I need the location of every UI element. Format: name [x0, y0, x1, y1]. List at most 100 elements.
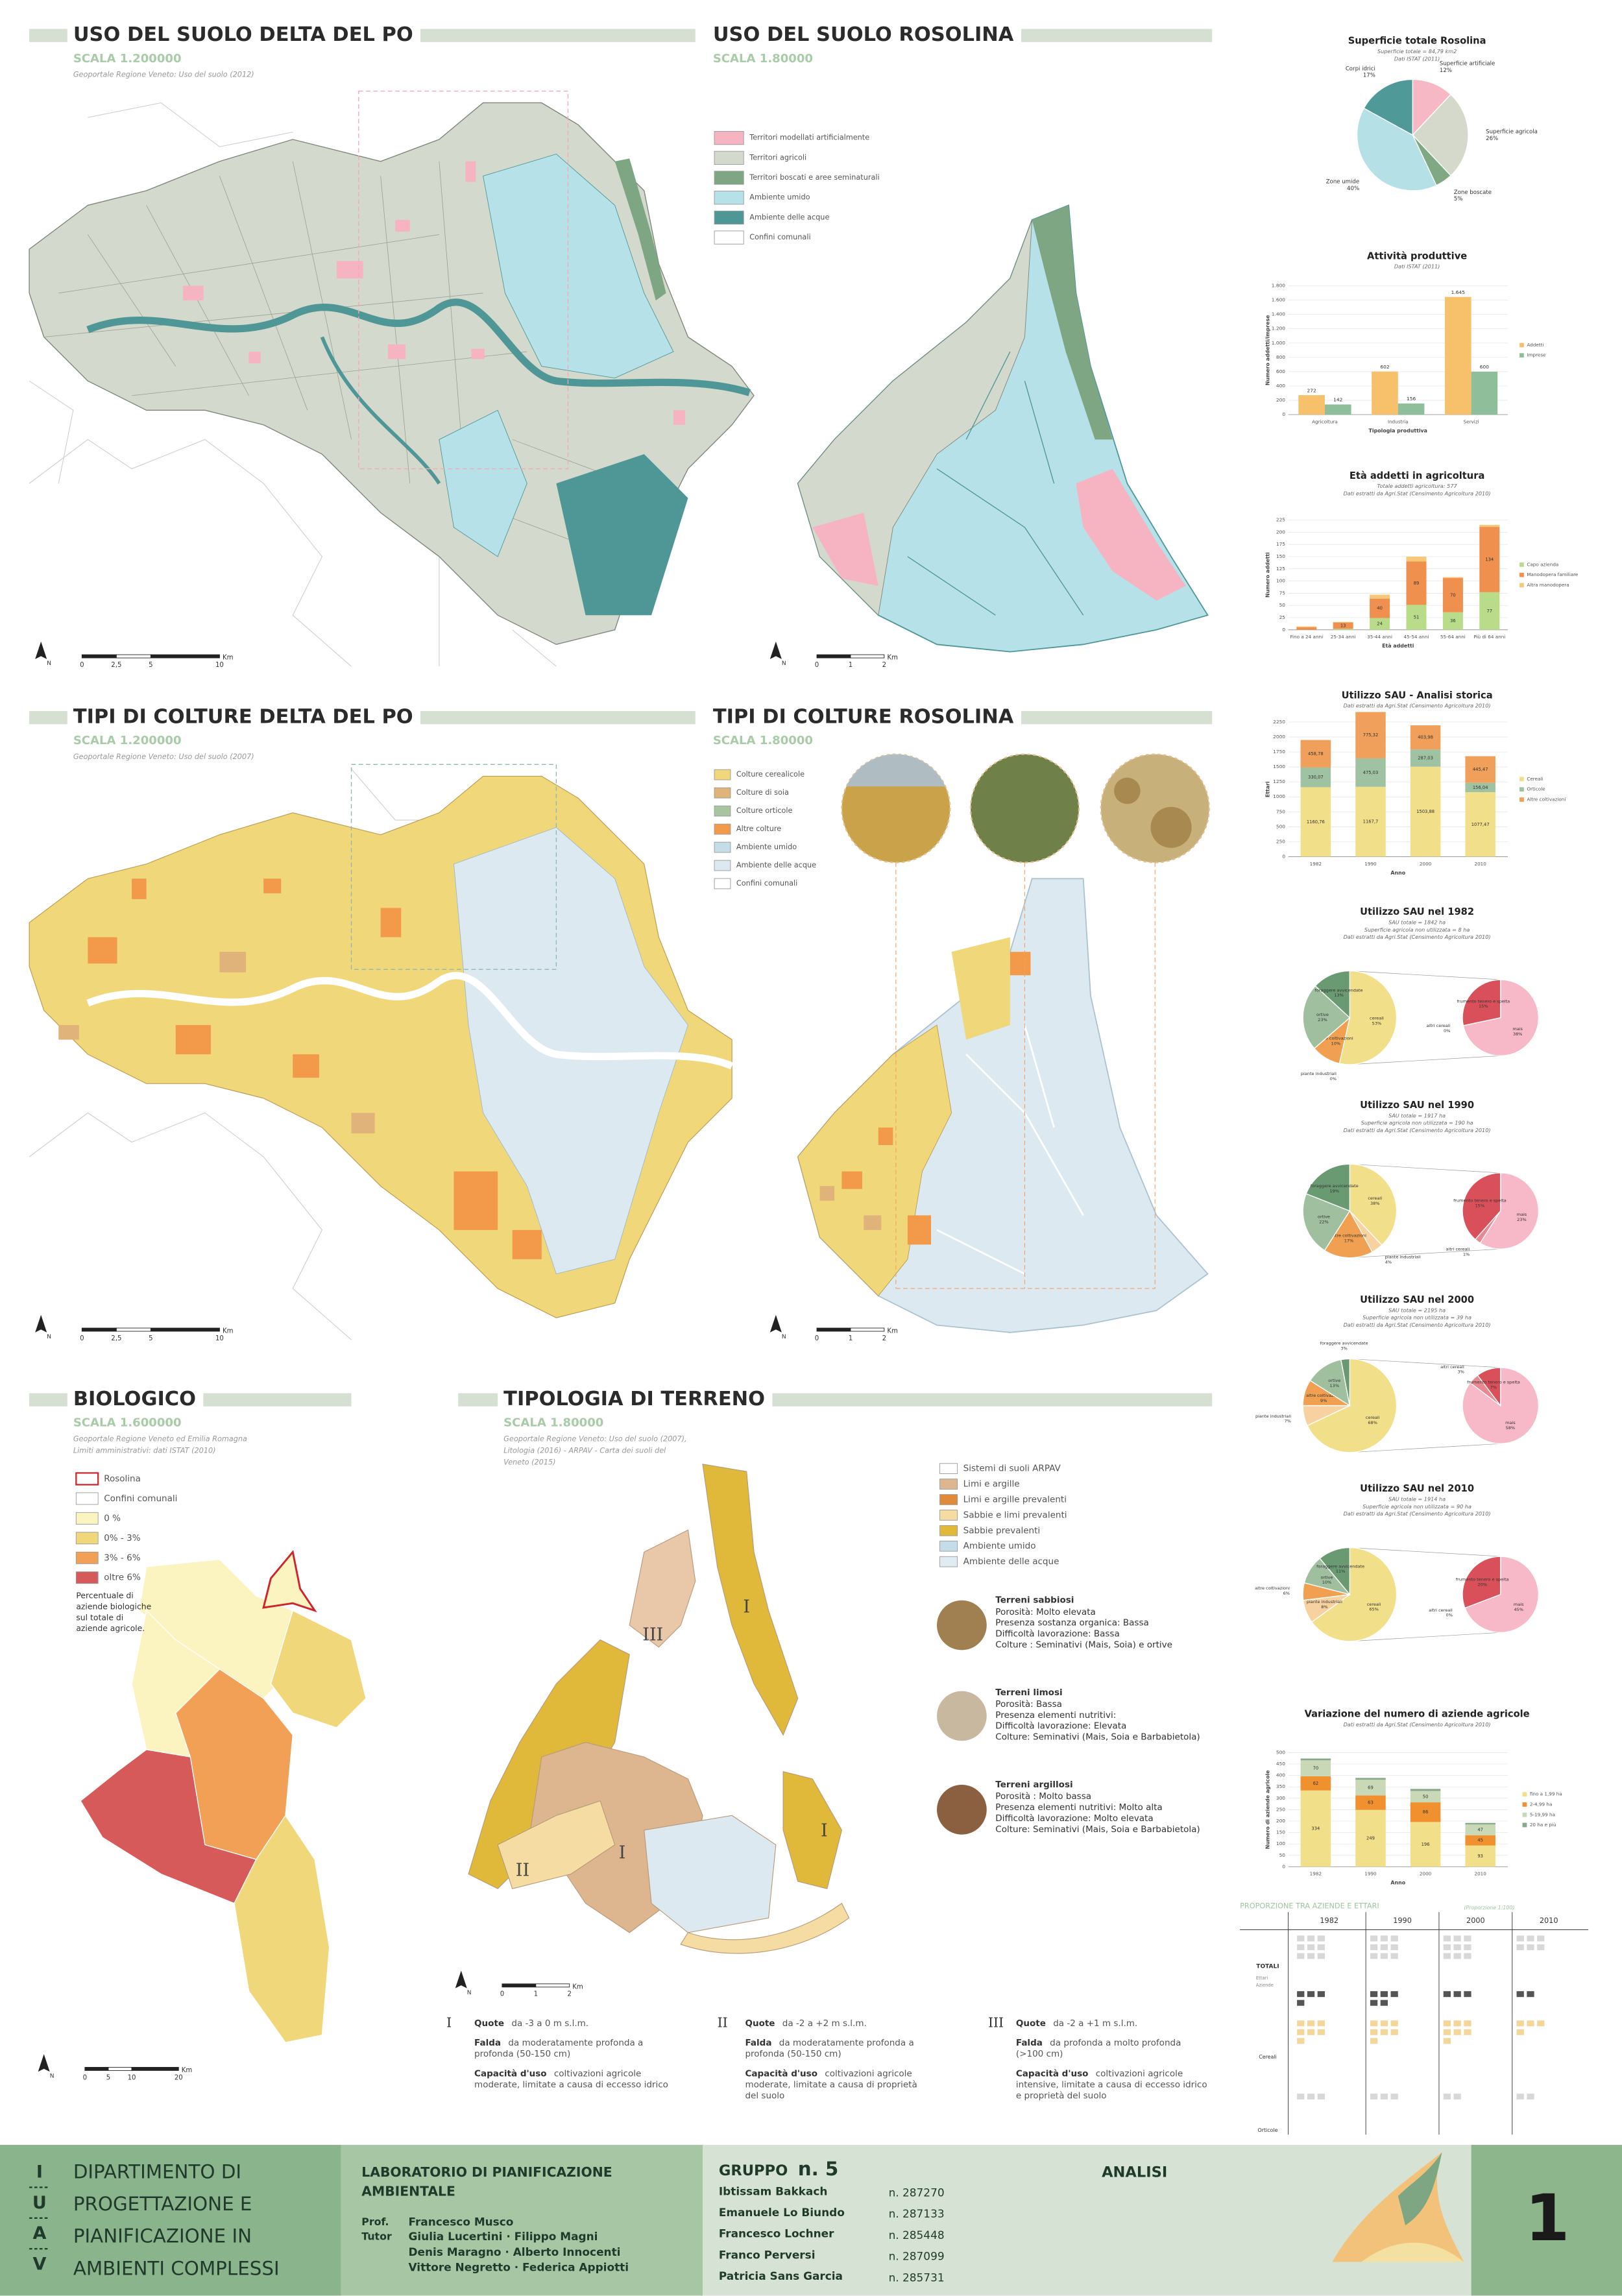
- legend-swatch: [939, 1540, 958, 1552]
- y-tick-label: 400: [1276, 383, 1285, 389]
- zone-label: II: [516, 1861, 529, 1881]
- scale-tick: 5: [106, 2074, 110, 2081]
- chart-title: Utilizzo SAU nel 2000: [1360, 1294, 1474, 1305]
- pie-slice: [1462, 1556, 1501, 1609]
- y-tick-label: 0: [1282, 853, 1285, 859]
- legend-swatch: [1519, 353, 1524, 358]
- tutor-names: Giulia Lucertini · Filippo Magni: [409, 2230, 598, 2243]
- pie-value-label: 0%: [1444, 1028, 1450, 1033]
- legend-label: Limi e argille prevalenti: [963, 1494, 1067, 1504]
- pie-slice: [1356, 107, 1437, 191]
- table-icon: [1453, 1991, 1461, 1998]
- pie-slice: [1302, 985, 1351, 1049]
- pie-category: Zone boscate: [1454, 189, 1492, 196]
- table-icon: [1464, 1991, 1471, 1998]
- table-icon: [1537, 2020, 1545, 2027]
- table-icon: [1453, 1935, 1461, 1942]
- bar-value-label: 70: [1450, 592, 1456, 598]
- table-icon: [1307, 2029, 1315, 2035]
- legend-swatch: [75, 1532, 99, 1545]
- bar-value-label: 196: [1422, 1842, 1430, 1847]
- table-icon: [1297, 1953, 1305, 1959]
- table-icon: [1464, 2020, 1471, 2027]
- scale-tick: 10: [215, 662, 224, 669]
- connector: [1350, 971, 1501, 1065]
- table-legend: Ettari: [1256, 1976, 1268, 1981]
- bar-segment: [1442, 578, 1463, 612]
- bar-value-label: 40: [1377, 606, 1383, 611]
- table-icon: [1307, 1953, 1315, 1959]
- table-year: 2000: [1466, 1916, 1485, 1925]
- table-icon: [1297, 2029, 1305, 2035]
- pie-category: mais: [1517, 1212, 1527, 1217]
- chart-subtitle: Dati estratti da Agri.Stat (Censimento A…: [1344, 490, 1491, 496]
- scale-unit: Km: [182, 2067, 193, 2074]
- chart-subtitle: Dati estratti da Agri.Stat (Censimento A…: [1344, 1510, 1491, 1517]
- chart-subtitle: Dati estratti da Agri.Stat (Censimento A…: [1344, 1721, 1491, 1728]
- pie-category: Superficie artificiale: [1440, 61, 1495, 67]
- chart-subtitle: SAU totale = 1842 ha: [1388, 919, 1446, 926]
- bar-value-label: 86: [1423, 1809, 1429, 1815]
- pie-value-label: 3%: [1458, 1370, 1464, 1375]
- y-tick-label: 125: [1276, 566, 1285, 572]
- legend-swatch: [714, 841, 731, 853]
- legend-label: Cereali: [1527, 776, 1543, 782]
- table-icon: [1527, 2020, 1534, 2027]
- pie-slice: [1349, 1163, 1398, 1246]
- pie-slice: [1302, 1193, 1351, 1251]
- bar-segment: [1296, 627, 1317, 630]
- legend-swatch: [1519, 583, 1524, 588]
- bar-segment: [1355, 786, 1386, 857]
- pie-value-label: 13%: [1330, 1383, 1340, 1388]
- table-icon: [1370, 1991, 1378, 1998]
- legend-label: Colture orticole: [736, 806, 793, 815]
- pie-slice: [1307, 1358, 1398, 1453]
- table-year: 2010: [1540, 1916, 1558, 1925]
- pie-slice: [1305, 1163, 1351, 1212]
- soil-line: Presenza elementi nutritivi:: [995, 1710, 1116, 1721]
- pie-category: foraggere avvicendate: [1311, 1183, 1359, 1189]
- member-name: Ibtissam Bakkach: [719, 2184, 828, 2197]
- scale-bar-segment: [81, 1327, 117, 1332]
- title-band: [420, 29, 696, 42]
- x-tick-label: 2000: [1420, 1871, 1432, 1877]
- pie-value-label: 65%: [1369, 1607, 1379, 1612]
- bar-value-label: 458,78: [1308, 751, 1324, 756]
- connector: [1350, 1163, 1501, 1259]
- pie-slice: [1319, 1547, 1351, 1596]
- bar-segment: [1410, 766, 1441, 857]
- north-label: N: [47, 1334, 51, 1340]
- table-row-label: TOTALI: [1256, 1963, 1279, 1970]
- legend-swatch: [714, 230, 744, 245]
- pie-value-label: 13%: [1334, 993, 1344, 998]
- bar-segment: [1442, 612, 1463, 630]
- chart-title: Utilizzo SAU nel 2010: [1360, 1483, 1474, 1494]
- chart-title: Età addetti in agricoltura: [1350, 470, 1485, 481]
- scale-bar-segment: [131, 2067, 179, 2071]
- bar-segment: [1410, 1802, 1441, 1822]
- y-tick-label: 0: [1282, 1863, 1285, 1869]
- scale-tick: 10: [128, 2074, 136, 2081]
- prof-label: Prof.: [361, 2216, 389, 2228]
- pie-category: mais: [1514, 1602, 1524, 1607]
- legend-label: 0 %: [104, 1513, 121, 1523]
- bar-segment: [1355, 1780, 1386, 1796]
- lab-title: AMBIENTALE: [361, 2183, 455, 2199]
- map-scale: SCALA 1.600000: [73, 1416, 182, 1430]
- map-source: Geoportale Regione Veneto ed Emilia Roma…: [73, 1435, 247, 1444]
- north-arrow: [35, 641, 47, 659]
- map-rosolina-colture: [797, 753, 1210, 1333]
- bar-value-label: 445,47: [1473, 767, 1488, 772]
- quote-text: da moderatamente profonda a: [779, 2038, 914, 2048]
- chart-subtitle: Dati estratti da Agri.Stat (Censimento A…: [1344, 934, 1491, 940]
- scale-tick: 0: [815, 662, 819, 669]
- chart-subtitle: Superficie agricola non utilizzata = 39 …: [1362, 1314, 1471, 1321]
- section-title: TIPOLOGIA DI TERRENO: [503, 1388, 765, 1410]
- legend-label: Addetti: [1527, 342, 1543, 348]
- bar-segment: [1465, 1822, 1495, 1825]
- legend-swatch: [75, 1512, 99, 1525]
- table-icon: [1453, 2094, 1461, 2100]
- pie-value-label: 3%: [1340, 1346, 1347, 1351]
- table-icon: [1317, 1935, 1325, 1942]
- pie-value-label: 22%: [1319, 1219, 1329, 1224]
